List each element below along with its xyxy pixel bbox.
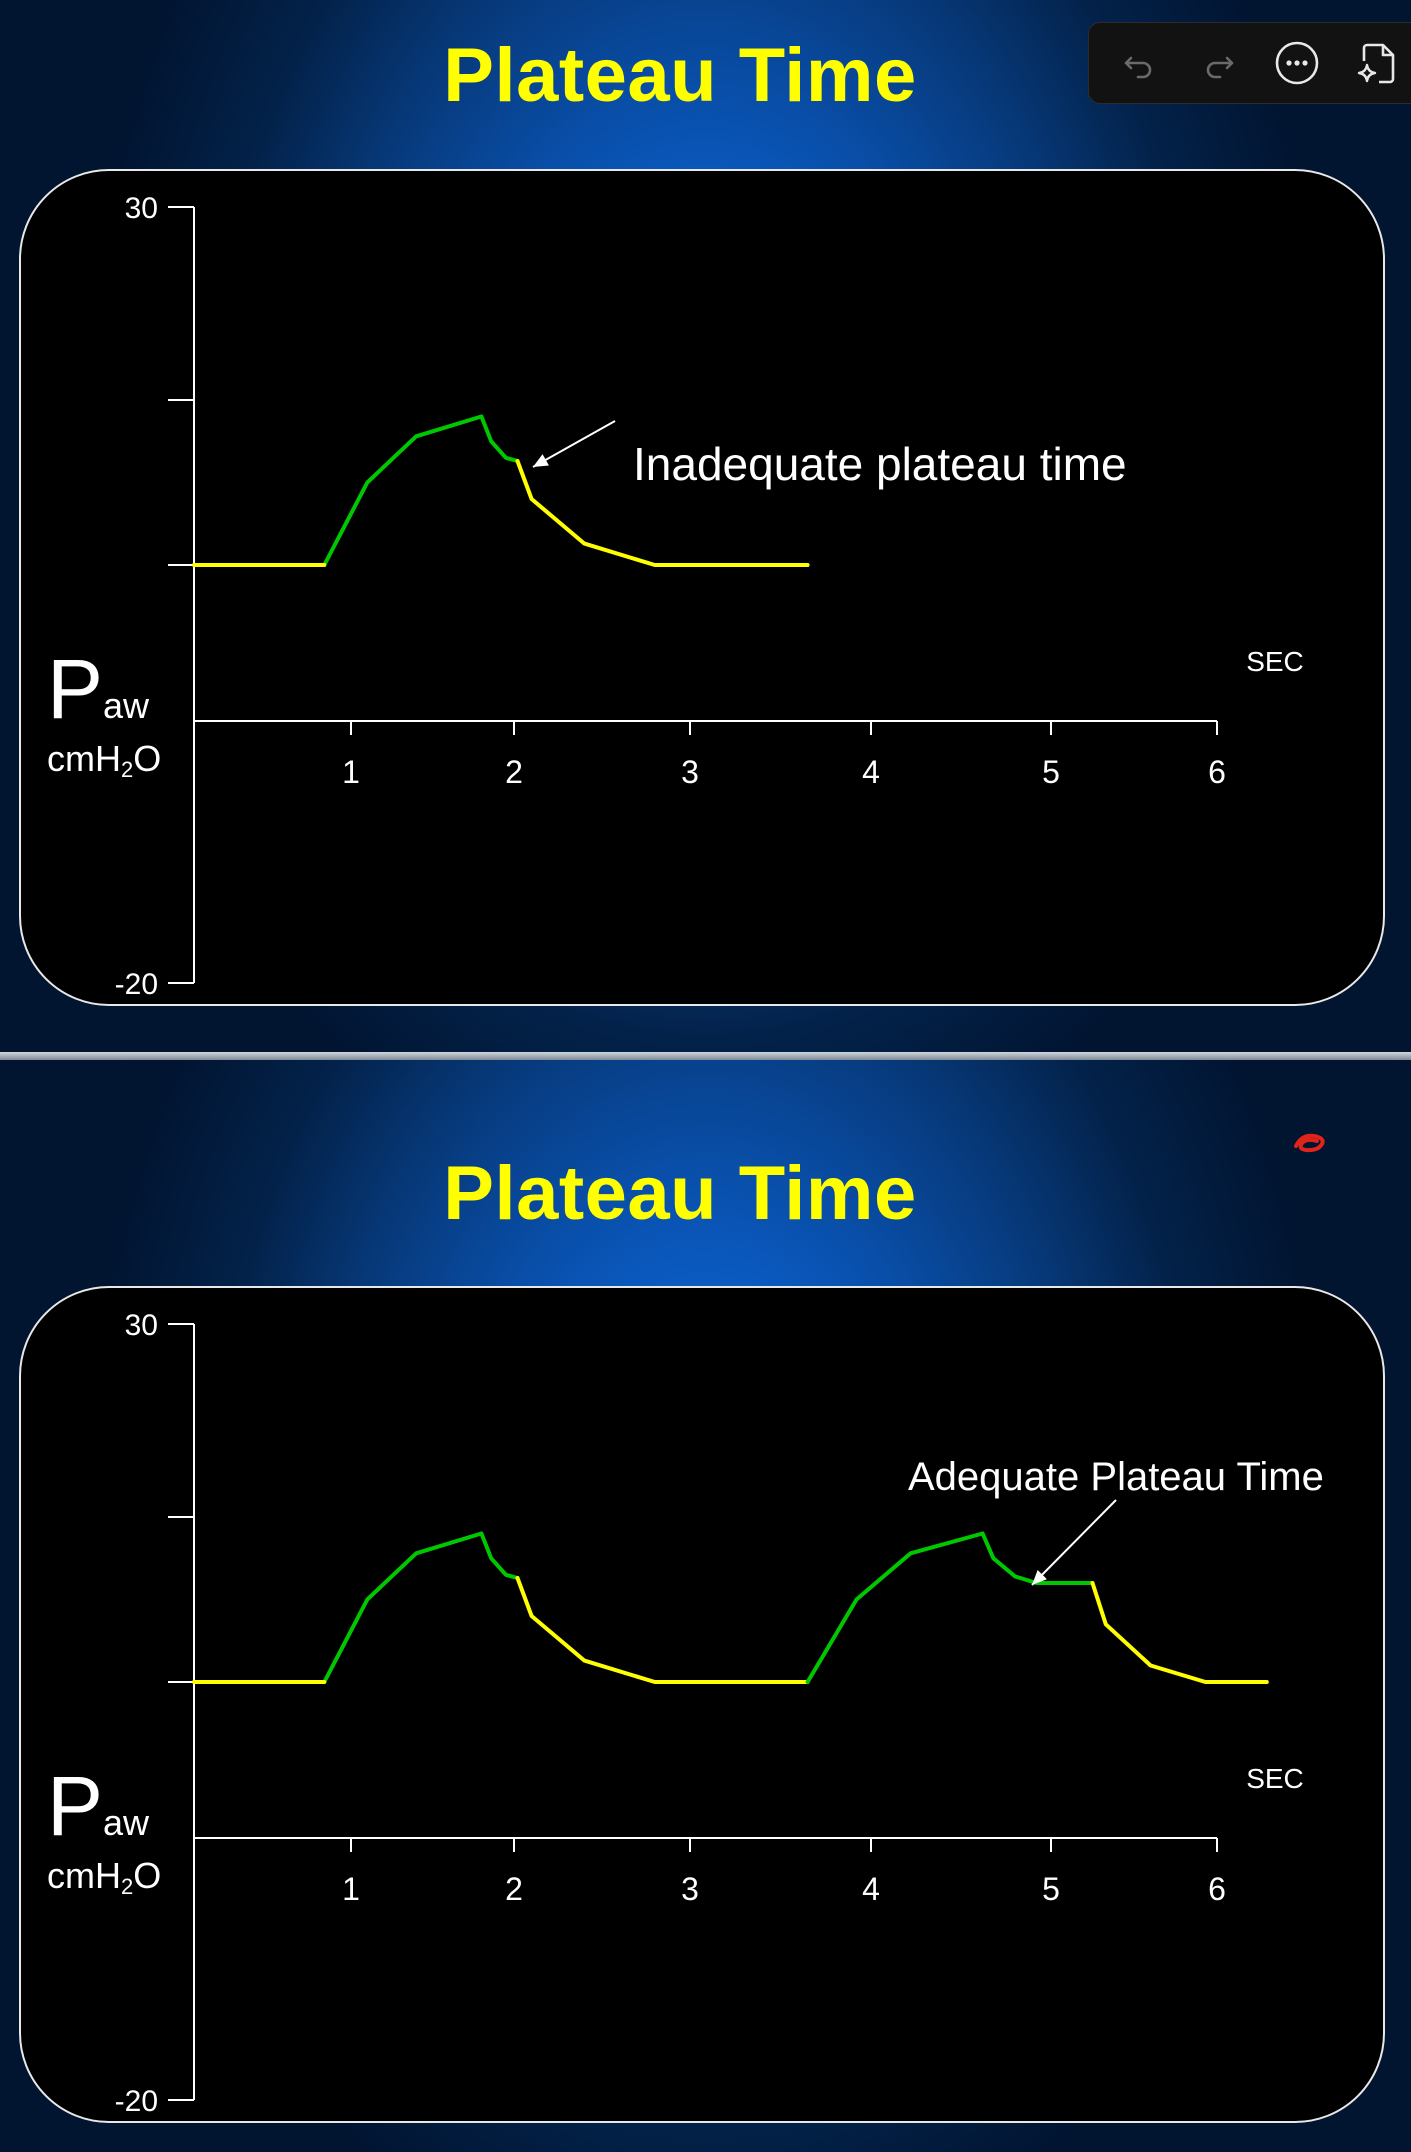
- annotation-arrow: [1031, 1499, 1117, 1586]
- expiration-curve: [1090, 1581, 1269, 1684]
- more-options-icon: [1275, 41, 1319, 85]
- annotation-arrowhead: [533, 454, 549, 467]
- editor-toolbar: [1088, 22, 1411, 104]
- expiration-curve: [515, 1576, 810, 1684]
- y-axis-unit: cmH2O: [47, 1855, 162, 1899]
- more-options-button[interactable]: [1271, 37, 1323, 89]
- inspiration-curve: [479, 414, 520, 463]
- ai-document-icon: [1357, 43, 1395, 84]
- annotation-mark-icon: [1294, 1133, 1325, 1153]
- annotation-arrow: [532, 420, 616, 468]
- y-axis-label-subscript: aw: [103, 1802, 150, 1843]
- redo-icon: [1206, 56, 1234, 79]
- x-tick-label: 3: [681, 1871, 699, 1907]
- annotation-label: Adequate Plateau Time: [908, 1455, 1324, 1499]
- x-axis-unit: SEC: [1246, 1763, 1304, 1794]
- y-axis-label: P: [47, 1759, 104, 1853]
- x-tick-label: 3: [681, 754, 699, 790]
- inspiration-curve: [322, 414, 484, 567]
- x-tick-label: 6: [1208, 754, 1226, 790]
- redo-button[interactable]: [1193, 37, 1245, 89]
- slide-title: Plateau Time: [443, 33, 917, 118]
- pressure-time-chart: 30 -20 1 2 3 4 5 6 SEC Adequate Plateau Time: [115, 1309, 1324, 2118]
- annotation-label: Inadequate plateau time: [633, 438, 1127, 490]
- chart-panel: 30 -20 1 2 3 4 5 6 SEC Adequate Plateau Time P aw…: [19, 1286, 1385, 2123]
- undo-button[interactable]: [1113, 37, 1165, 89]
- inspiration-curve: [322, 1531, 484, 1684]
- inspiration-curve: [805, 1531, 985, 1684]
- y-tick-label: 30: [125, 1309, 158, 1342]
- x-tick-label: 1: [342, 754, 360, 790]
- slide-divider: [0, 1052, 1411, 1060]
- slide-title: Plateau Time: [443, 1151, 917, 1236]
- y-axis-label: P: [47, 642, 104, 736]
- x-tick-label: 1: [342, 1871, 360, 1907]
- chart-panel: 30 -20 1 2 3 4 5 6 SEC Inadequate plateau time P …: [19, 169, 1385, 1006]
- x-tick-label: 4: [862, 1871, 880, 1907]
- slide-1: Plateau Time 30 -20 1 2 3 4 5 6 SEC Inadequate pl…: [0, 0, 1411, 1052]
- x-tick-label: 6: [1208, 1871, 1226, 1907]
- x-axis-unit: SEC: [1246, 646, 1304, 677]
- y-tick-label: -20: [115, 2085, 158, 2118]
- y-tick-label: -20: [115, 968, 158, 1001]
- y-axis-unit: cmH2O: [47, 738, 162, 782]
- x-tick-label: 4: [862, 754, 880, 790]
- pressure-time-chart: 30 -20 1 2 3 4 5 6 SEC Inadequate plateau time: [115, 192, 1304, 1001]
- x-tick-label: 5: [1042, 754, 1060, 790]
- inspiration-curve: [479, 1531, 520, 1580]
- expiration-curve: [515, 459, 810, 567]
- annotation-arrowhead: [1032, 1570, 1047, 1585]
- x-tick-label: 5: [1042, 1871, 1060, 1907]
- inspiration-curve: [980, 1531, 1095, 1585]
- x-tick-label: 2: [505, 1871, 523, 1907]
- undo-icon: [1124, 56, 1152, 79]
- x-tick-label: 2: [505, 754, 523, 790]
- ai-document-button[interactable]: [1351, 37, 1403, 89]
- slide-2: Plateau Time 30 -20 1 2 3 4 5 6 SEC Adequate Plat…: [0, 1060, 1411, 2152]
- y-axis-label-subscript: aw: [103, 685, 150, 726]
- y-tick-label: 30: [125, 192, 158, 225]
